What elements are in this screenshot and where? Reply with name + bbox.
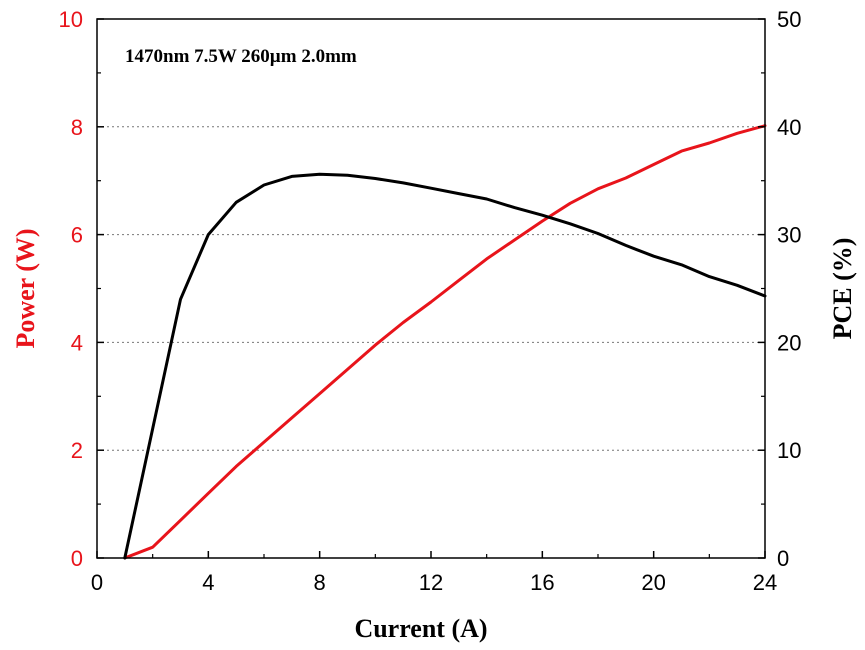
x-tick-label: 4 — [202, 570, 214, 595]
x-tick-label: 8 — [314, 570, 326, 595]
y-axis-left-title: Power (W) — [11, 228, 40, 348]
y-right-tick-label: 20 — [777, 330, 801, 355]
y-left-tick-label: 0 — [71, 546, 83, 571]
x-tick-label: 0 — [91, 570, 103, 595]
ticks — [96, 18, 766, 559]
y-left-tick-label: 2 — [71, 438, 83, 463]
pce-series-line — [123, 172, 767, 560]
plot-frame — [96, 18, 766, 559]
y-axis-right-title: PCE (%) — [828, 238, 857, 340]
x-tick-label: 20 — [641, 570, 665, 595]
x-tick-label: 24 — [753, 570, 777, 595]
y-right-tick-label: 50 — [777, 7, 801, 32]
y-left-tick-label: 10 — [59, 7, 83, 32]
y-right-tick-label: 0 — [777, 546, 789, 571]
y-right-tick-label: 40 — [777, 115, 801, 140]
series-layer — [123, 124, 767, 560]
y-right-tick-label: 10 — [777, 438, 801, 463]
x-axis-title: Current (A) — [354, 614, 487, 643]
x-tick-label: 16 — [530, 570, 554, 595]
grid — [97, 126, 765, 451]
y-right-tick-label: 30 — [777, 223, 801, 248]
y-left-tick-label: 4 — [71, 330, 83, 355]
chart-annotation: 1470nm 7.5W 260µm 2.0mm — [125, 46, 357, 67]
y-left-tick-label: 6 — [71, 223, 83, 248]
x-tick-label: 12 — [419, 570, 443, 595]
y-left-tick-label: 8 — [71, 115, 83, 140]
power-series-line — [123, 124, 767, 560]
